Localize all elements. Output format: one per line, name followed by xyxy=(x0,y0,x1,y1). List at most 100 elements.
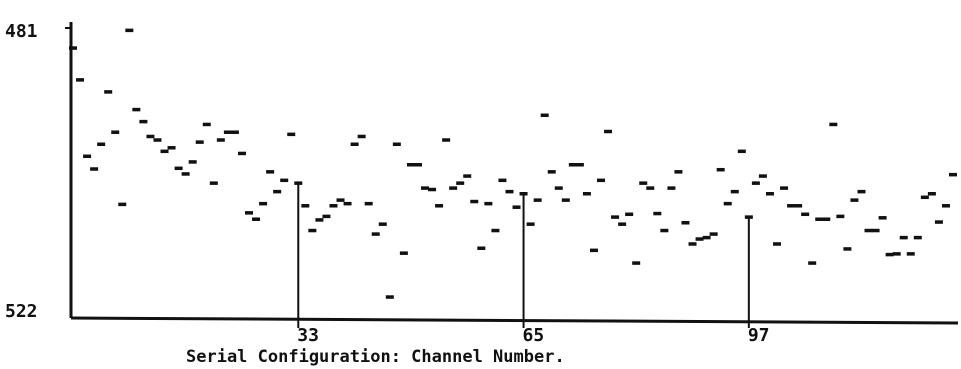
x-axis-ticks: 33 65 97 xyxy=(297,182,770,346)
data-point xyxy=(568,163,577,167)
data-point xyxy=(392,142,401,146)
data-point xyxy=(709,232,718,236)
data-point xyxy=(406,163,415,167)
data-point xyxy=(350,142,359,146)
data-point xyxy=(604,129,613,134)
data-point xyxy=(808,261,817,265)
data-point xyxy=(646,186,655,190)
data-point xyxy=(202,122,211,127)
data-point xyxy=(878,216,887,220)
data-point xyxy=(639,181,648,185)
data-point xyxy=(273,189,282,194)
data-point xyxy=(864,228,873,233)
data-point xyxy=(667,186,676,190)
data-point xyxy=(885,252,894,257)
x-tick-label-97: 97 xyxy=(748,325,770,346)
data-point xyxy=(449,186,458,190)
data-point xyxy=(822,217,831,221)
data-point xyxy=(660,228,669,233)
data-point xyxy=(209,181,218,185)
data-point xyxy=(280,178,289,183)
data-point xyxy=(399,251,408,255)
data-point xyxy=(132,107,141,112)
data-point xyxy=(174,166,183,171)
data-point xyxy=(329,204,338,208)
axes xyxy=(65,22,959,325)
data-point xyxy=(773,242,781,246)
data-point xyxy=(892,252,901,256)
data-point xyxy=(505,189,514,194)
data-point xyxy=(540,113,549,117)
data-point xyxy=(118,202,127,207)
data-point xyxy=(582,192,591,196)
data-point xyxy=(829,122,838,127)
data-point xyxy=(371,232,380,236)
data-point xyxy=(160,149,169,154)
data-point xyxy=(216,138,225,142)
data-point xyxy=(463,174,472,178)
data-point xyxy=(97,142,106,146)
data-point xyxy=(906,252,915,256)
data-point xyxy=(153,138,162,142)
data-point xyxy=(336,198,345,202)
data-point xyxy=(322,214,331,219)
data-point xyxy=(83,154,92,159)
data-point xyxy=(618,222,627,226)
data-point xyxy=(343,201,352,206)
data-point xyxy=(716,167,725,172)
data-point xyxy=(751,181,760,185)
data-point xyxy=(730,189,739,194)
data-point xyxy=(794,204,803,208)
data-point xyxy=(850,198,859,202)
data-point xyxy=(421,186,429,190)
data-point xyxy=(245,211,253,215)
data-point xyxy=(167,146,176,150)
data-point xyxy=(857,189,866,194)
data-point xyxy=(653,211,662,216)
data-point xyxy=(223,130,232,134)
data-point xyxy=(744,215,753,219)
data-point xyxy=(484,201,493,206)
data-point xyxy=(836,214,845,219)
data-point xyxy=(76,78,85,82)
data-points xyxy=(69,28,957,299)
data-point xyxy=(308,228,317,233)
data-point xyxy=(843,247,852,251)
data-point xyxy=(385,295,394,299)
data-point xyxy=(413,163,422,167)
data-point xyxy=(625,212,634,217)
data-point xyxy=(491,228,500,233)
data-point xyxy=(533,198,542,202)
data-point xyxy=(181,172,190,176)
data-point xyxy=(428,187,437,192)
data-point xyxy=(723,201,732,206)
data-point xyxy=(899,235,908,240)
data-point xyxy=(674,170,683,174)
data-point xyxy=(632,261,641,265)
x-axis-line xyxy=(70,316,959,325)
data-point xyxy=(90,167,99,171)
data-point xyxy=(561,198,570,202)
data-point xyxy=(787,204,796,208)
x-tick-label-65: 65 xyxy=(523,325,545,346)
data-point xyxy=(934,220,943,224)
data-point xyxy=(294,181,303,185)
data-point xyxy=(597,178,605,183)
data-point xyxy=(512,205,521,209)
data-point xyxy=(941,204,950,208)
data-point xyxy=(575,163,584,167)
data-point xyxy=(547,170,556,174)
data-point xyxy=(104,90,113,94)
data-point xyxy=(357,134,366,139)
data-point xyxy=(927,192,936,196)
data-point xyxy=(287,132,296,137)
data-point xyxy=(681,221,690,225)
data-point xyxy=(456,181,465,185)
data-point xyxy=(146,134,155,139)
data-point xyxy=(519,192,528,196)
data-point xyxy=(801,212,810,217)
data-point xyxy=(949,172,957,177)
data-point xyxy=(913,235,922,240)
data-point xyxy=(702,235,711,240)
data-point xyxy=(442,138,451,142)
